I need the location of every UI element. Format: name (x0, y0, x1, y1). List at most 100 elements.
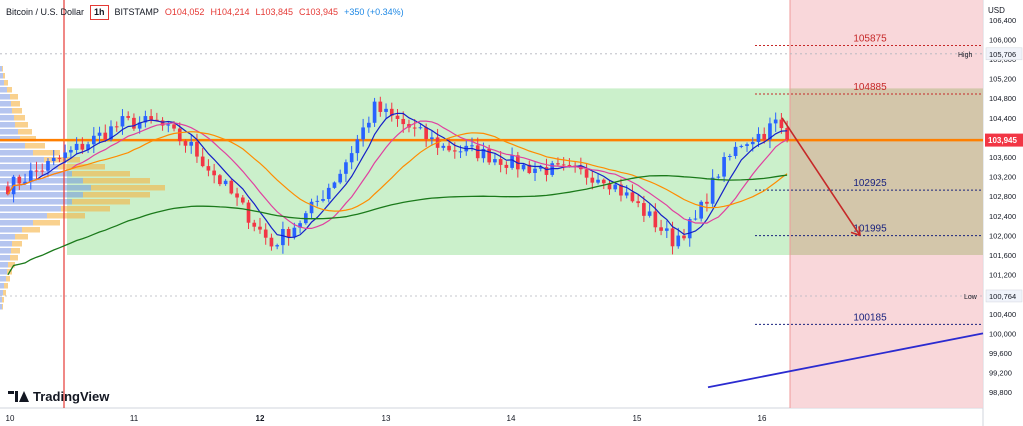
time-axis-tick: 10 (6, 414, 15, 423)
last-price-value: 103,945 (988, 136, 1017, 145)
support-zone (67, 88, 790, 256)
price-axis-tick: 103,600 (989, 153, 1016, 162)
price-axis-tick: 101,200 (989, 271, 1016, 280)
candle-body (103, 132, 108, 140)
candle-body (773, 119, 778, 124)
timeframe-button[interactable]: 1h (90, 4, 109, 20)
low-value: L103,845 (255, 7, 294, 17)
candle-body (269, 237, 274, 247)
volume-profile-bar (3, 290, 6, 296)
candle-body (785, 128, 789, 141)
candle-body (63, 152, 67, 158)
candle-body (664, 228, 669, 231)
candle-body (321, 198, 325, 201)
price-axis-tick: 102,800 (989, 192, 1016, 201)
candle-body (401, 118, 406, 125)
candle-body (206, 166, 211, 171)
candle-body (155, 119, 159, 121)
volume-profile-bar (47, 213, 85, 219)
candle-body (521, 164, 526, 170)
price-axis-tick: 104,400 (989, 114, 1016, 123)
volume-profile-bar (0, 178, 83, 184)
candle-body (263, 229, 268, 238)
candle-body (447, 145, 451, 151)
price-axis-tick: 98,800 (989, 388, 1012, 397)
candle-body (607, 183, 612, 190)
candle-body (710, 177, 715, 204)
candle-body (458, 151, 463, 153)
candle-body (132, 117, 136, 129)
candle-body (630, 192, 635, 202)
candle-body (515, 155, 520, 170)
volume-profile-bar (0, 108, 12, 114)
candle-body (395, 115, 400, 119)
volume-profile-bar (15, 122, 28, 128)
candle-body (584, 169, 589, 178)
candle-body (149, 116, 153, 120)
candle-body (309, 201, 314, 214)
candle-body (46, 161, 50, 171)
volume-profile-bar (0, 213, 47, 219)
candle-body (699, 201, 704, 219)
volume-profile-bar (72, 199, 130, 205)
volume-profile-bar (0, 241, 12, 247)
time-axis-tick: 11 (130, 414, 139, 423)
currency-label[interactable]: USD (988, 6, 1005, 15)
volume-profile-bar (25, 143, 45, 149)
volume-profile-bar (44, 157, 80, 163)
target-level-label: 104885 (853, 82, 887, 93)
candle-body (601, 179, 606, 184)
symbol-name[interactable]: Bitcoin / U.S. Dollar (6, 7, 85, 17)
volume-profile-bar (3, 73, 5, 79)
candle-body (298, 223, 302, 228)
candle-body (338, 173, 343, 183)
target-level-label: 102925 (853, 178, 887, 189)
candle-body (143, 116, 148, 123)
volume-profile-bar (0, 143, 25, 149)
candle-body (166, 124, 171, 126)
candle-body (619, 184, 623, 196)
candle-body (286, 228, 291, 238)
candle-body (739, 145, 744, 147)
candle-body (590, 177, 595, 183)
candle-body (212, 170, 216, 176)
candle-body (34, 170, 39, 172)
price-axis-tick: 106,000 (989, 35, 1016, 44)
candle-body (556, 163, 560, 165)
candle-body (510, 155, 514, 168)
candle-body (114, 126, 119, 128)
candle-body (74, 143, 79, 150)
volume-profile-bar (0, 283, 4, 289)
candle-body (80, 143, 85, 150)
tradingview-logo[interactable]: TradingView (8, 389, 109, 404)
candle-body (326, 187, 331, 199)
candle-body (424, 127, 428, 140)
candle-body (109, 126, 113, 140)
volume-profile-bar (4, 283, 8, 289)
candle-body (687, 219, 692, 239)
candle-body (481, 148, 486, 159)
time-axis-tick: 14 (507, 414, 516, 423)
volume-profile-bar (58, 164, 105, 170)
candle-body (779, 119, 784, 129)
candle-body (728, 155, 732, 158)
price-axis-tick: 102,400 (989, 212, 1016, 221)
volume-profile-bar (0, 206, 61, 212)
volume-profile-bar (0, 157, 44, 163)
candle-body (624, 192, 629, 196)
candle-body (195, 141, 199, 157)
candle-body (246, 202, 251, 223)
volume-profile-bar (83, 178, 150, 184)
volume-profile-bar (0, 136, 20, 142)
volume-profile-bar (83, 192, 150, 198)
volume-profile-bar (0, 199, 72, 205)
volume-profile-bar (11, 248, 20, 254)
time-axis-tick: 13 (382, 414, 391, 423)
candle-body (762, 133, 767, 140)
candle-body (750, 141, 755, 145)
candle-body (705, 201, 709, 204)
candle-body (561, 164, 566, 166)
candle-body (367, 122, 371, 128)
